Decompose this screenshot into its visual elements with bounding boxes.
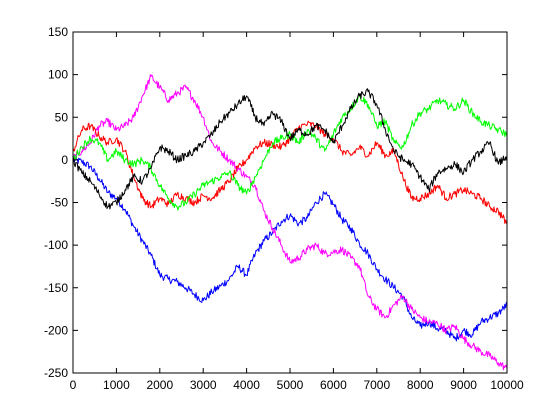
series-line-2 bbox=[72, 74, 508, 371]
y-tick-label: -150 bbox=[44, 281, 68, 295]
series-line-5 bbox=[72, 88, 508, 210]
x-tick-label: 6000 bbox=[320, 378, 347, 392]
y-tick-label: -100 bbox=[44, 238, 68, 252]
y-tick-label: -250 bbox=[44, 366, 68, 380]
x-tick-label: 7000 bbox=[363, 378, 390, 392]
x-tick-label: 2000 bbox=[146, 378, 173, 392]
x-axis-ticks: 0 1000 2000 3000 4000 5000 6000 7000 8000 9000 100… bbox=[70, 32, 524, 392]
x-tick-label: 1000 bbox=[103, 378, 130, 392]
x-tick-label: 5000 bbox=[277, 378, 304, 392]
series-layer bbox=[72, 74, 508, 371]
x-tick-label: 10000 bbox=[490, 378, 524, 392]
y-tick-label: 100 bbox=[48, 68, 68, 82]
y-tick-label: 0 bbox=[61, 153, 68, 167]
series-line-1 bbox=[72, 156, 508, 342]
x-tick-label: 8000 bbox=[407, 378, 434, 392]
y-tick-label: 150 bbox=[48, 25, 68, 39]
y-tick-label: -50 bbox=[51, 196, 69, 210]
series-line-4 bbox=[72, 94, 508, 211]
x-tick-label: 0 bbox=[70, 378, 77, 392]
y-axis-ticks: -250 -200 -150 -100 -50 0 50 100 150 bbox=[44, 25, 507, 380]
axes-box bbox=[72, 31, 508, 374]
y-tick-label: 50 bbox=[55, 110, 69, 124]
x-tick-label: 9000 bbox=[450, 378, 477, 392]
plot-area: 0 1000 2000 3000 4000 5000 6000 7000 8000 9000 100… bbox=[44, 25, 524, 392]
x-tick-label: 3000 bbox=[190, 378, 217, 392]
axes-box bbox=[72, 31, 508, 374]
x-tick-label: 4000 bbox=[233, 378, 260, 392]
y-tick-label: -200 bbox=[44, 323, 68, 337]
